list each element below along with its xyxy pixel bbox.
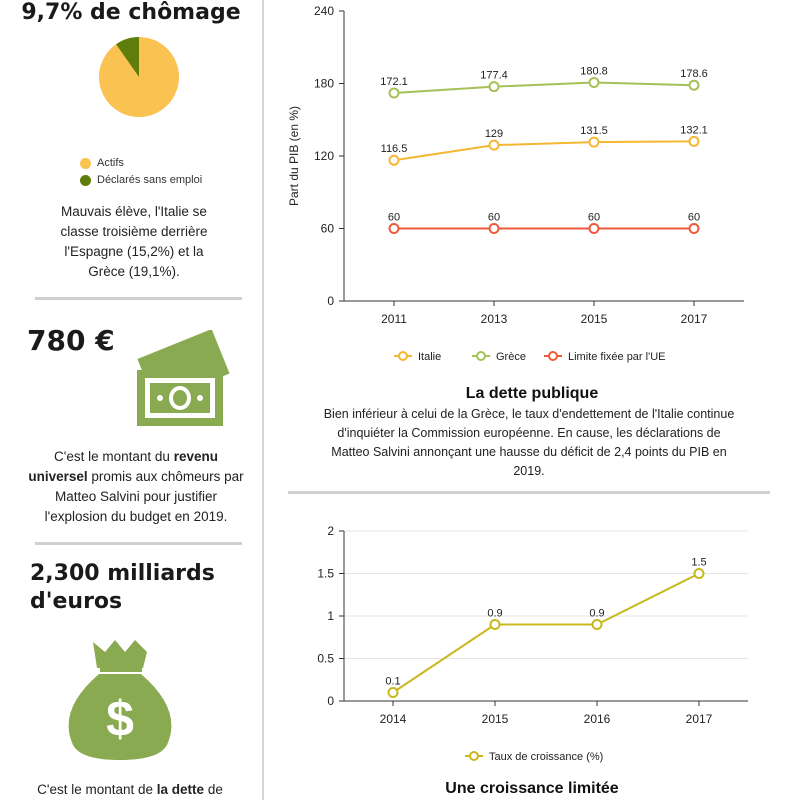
chart1-data-point [688,223,700,234]
chart2-data-label: 0.1 [385,676,400,688]
right-divider [288,491,770,494]
chart1-y-tick-label: 180 [314,77,334,91]
chart1-data-label: 60 [488,212,500,224]
chart2-title: Une croissance limitée [445,780,619,797]
income-text-before: C'est le montant du [54,449,174,464]
chart1-x-tick-label: 2013 [481,312,508,326]
legend-label-sans-emploi: Déclarés sans emploi [97,174,203,186]
legend-item-actifs: Actifs [80,157,124,169]
right-column: 0 60 120 180 240 2011 2013 2015 2017 Part du PIB … [264,0,800,800]
legend-dot-actifs [80,157,91,169]
chart2-data-point [387,687,399,698]
income-text: C'est le montant du revenu universel pro… [28,447,244,527]
chart1-x-tick-label: 2017 [681,312,708,326]
chart2-data-point [489,619,501,630]
column-separator [262,0,264,800]
chart1-data-label: 131.5 [580,125,608,137]
income-text-bold: revenu universel [28,449,218,484]
pie-slice-unemployed [116,37,139,77]
legend-item-sans-emploi: Déclarés sans emploi [80,174,202,186]
chart1-y-tick-label: 60 [321,222,335,236]
chart2-data-point [591,619,603,630]
chart1-data-point [588,77,600,89]
svg-text:$: $ [106,691,134,747]
chart1-legend-marker-0 [398,351,408,361]
chart1-data-label: 177.4 [480,70,508,82]
legend-label-actifs: Actifs [97,157,124,169]
chart2-y-tick-label: 2 [327,524,334,538]
debt-text-after: de [204,782,223,797]
unemployment-text: Mauvais élève, l'Italie se classe troisi… [60,204,208,279]
chart2-x-tick-label: 2016 [584,712,611,726]
debt-line-chart: 0 60 120 180 240 2011 2013 2015 2017 Part du PIB … [287,4,744,363]
chart1-y-tick-label: 240 [314,4,334,18]
chart2-data-label: 0.9 [589,608,604,620]
chart1-y-tick-label: 0 [327,294,334,308]
chart2-data-label: 0.9 [487,608,502,620]
chart2-y-tick-label: 1 [327,609,334,623]
left-column: 9,7% de chômage Actifs Déclarés sans emp… [0,0,262,800]
chart2-y-tick-label: 1.5 [317,567,334,581]
chart1-data-point [688,79,700,91]
chart1-data-point [588,223,600,234]
chart1-legend-label-1: Grèce [496,351,526,363]
chart1-y-tick-label: 120 [314,149,334,163]
chart1-data-label: 180.8 [580,66,608,78]
chart2-legend-marker-0 [469,751,479,761]
chart1-data-label: 172.1 [380,76,408,88]
chart2-y-tick-label: 0 [327,694,334,708]
chart1-data-label: 60 [588,212,600,224]
chart1-legend-label-0: Italie [418,351,441,363]
chart2-x-tick-label: 2015 [482,712,509,726]
chart2-legend-label-0: Taux de croissance (%) [489,751,603,763]
chart1-description: Bien inférieur à celui de la Grèce, le t… [323,407,735,478]
chart1-series-line-1 [393,81,695,95]
chart1-series-line-0 [393,140,695,162]
chart1-data-label: 129 [485,128,503,140]
chart2-y-tick-label: 0.5 [317,652,334,666]
unemployment-pie [99,37,179,117]
chart2-data-label: 1.5 [691,557,706,569]
chart2-data-point [693,568,705,579]
debt-text: C'est le montant de la dette de [15,780,245,800]
unemployment-title: 9,7% de chômage [21,0,241,25]
income-text-after: promis aux chômeurs par Matteo Salvini p… [44,469,244,524]
chart1-data-point [688,135,700,147]
chart1-data-point [388,154,400,166]
debt-text-before: C'est le montant de [37,782,157,797]
chart1-y-axis-label: Part du PIB (en %) [287,106,301,206]
chart1-title: La dette publique [465,385,599,402]
money-bag-icon: $ [68,640,172,760]
chart1-data-label: 60 [688,212,700,224]
chart1-data-point [388,223,400,234]
chart1-data-label: 132.1 [680,124,708,136]
debt-text-bold: la dette [156,782,205,797]
chart1-data-label: 116.5 [381,143,408,155]
banknotes-icon [137,330,230,426]
chart1-x-tick-label: 2011 [381,312,407,326]
chart1-data-label: 60 [388,212,400,224]
chart1-x-tick-label: 2015 [581,312,608,326]
debt-title: 2,300 milliards d'euros [30,561,215,614]
legend-dot-sans-emploi [80,174,91,186]
chart1-legend-marker-1 [476,351,486,361]
chart1-data-point [588,136,600,148]
growth-line-chart: 0 0.5 1 1.5 2 2014 2015 2016 2017 0.1 0.9 0.9 1.5 Tau… [317,524,748,763]
chart1-data-point [488,223,500,234]
income-title: 780 € [27,324,115,357]
chart1-data-point [488,81,500,93]
chart1-data-label: 178.6 [680,68,708,80]
chart1-data-point [388,87,400,99]
chart1-legend-marker-2 [548,351,558,361]
chart2-x-tick-label: 2014 [380,712,407,726]
chart1-legend-label-2: Limite fixée par l'UE [568,351,665,363]
left-divider-1 [35,297,242,300]
chart2-x-tick-label: 2017 [686,712,713,726]
chart2-series-line-0 [392,572,700,694]
left-divider-2 [35,542,242,545]
chart1-data-point [488,139,500,151]
